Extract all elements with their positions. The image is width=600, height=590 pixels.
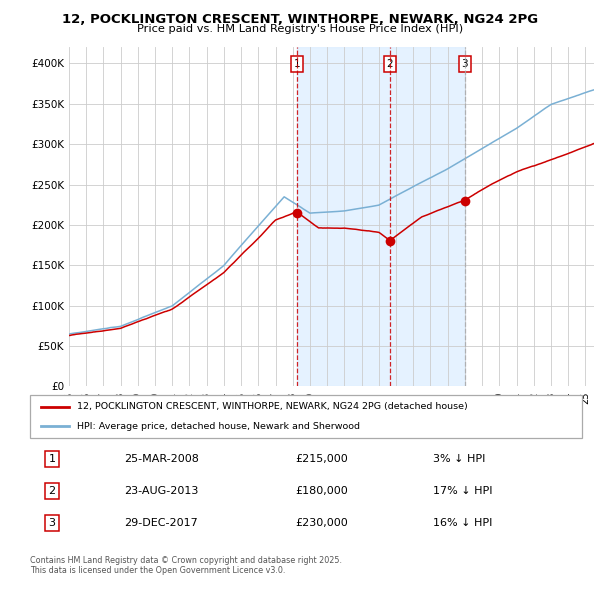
Text: Price paid vs. HM Land Registry's House Price Index (HPI): Price paid vs. HM Land Registry's House … (137, 24, 463, 34)
Text: 16% ↓ HPI: 16% ↓ HPI (433, 518, 493, 528)
Text: 25-MAR-2008: 25-MAR-2008 (124, 454, 199, 464)
Text: 23-AUG-2013: 23-AUG-2013 (124, 486, 198, 496)
Text: 29-DEC-2017: 29-DEC-2017 (124, 518, 197, 528)
Text: 3: 3 (49, 518, 56, 528)
Text: 12, POCKLINGTON CRESCENT, WINTHORPE, NEWARK, NG24 2PG: 12, POCKLINGTON CRESCENT, WINTHORPE, NEW… (62, 13, 538, 26)
Text: 3% ↓ HPI: 3% ↓ HPI (433, 454, 485, 464)
Text: 12, POCKLINGTON CRESCENT, WINTHORPE, NEWARK, NG24 2PG (detached house): 12, POCKLINGTON CRESCENT, WINTHORPE, NEW… (77, 402, 467, 411)
FancyBboxPatch shape (30, 395, 582, 438)
Text: 2: 2 (387, 59, 394, 69)
Bar (297, 47, 465, 386)
Text: Contains HM Land Registry data © Crown copyright and database right 2025.
This d: Contains HM Land Registry data © Crown c… (30, 556, 342, 575)
Text: 17% ↓ HPI: 17% ↓ HPI (433, 486, 493, 496)
Text: 3: 3 (461, 59, 468, 69)
Text: 1: 1 (49, 454, 56, 464)
Text: £180,000: £180,000 (295, 486, 348, 496)
Text: £230,000: £230,000 (295, 518, 348, 528)
Text: 1: 1 (293, 59, 300, 69)
Text: £215,000: £215,000 (295, 454, 348, 464)
Text: HPI: Average price, detached house, Newark and Sherwood: HPI: Average price, detached house, Newa… (77, 422, 360, 431)
Text: 2: 2 (49, 486, 56, 496)
